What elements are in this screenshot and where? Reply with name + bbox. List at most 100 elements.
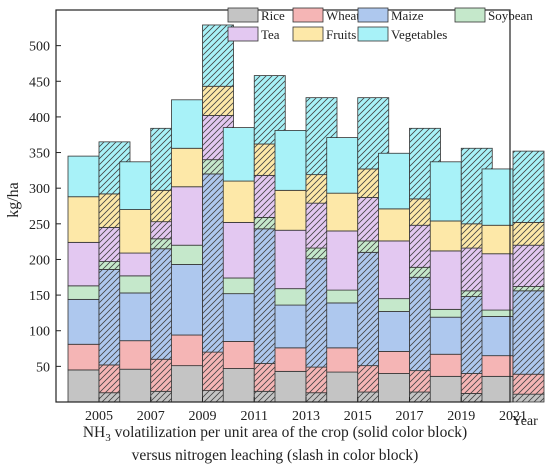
hatch-rice-2005 <box>99 392 130 402</box>
bar-volatilization-soybean-2011 <box>222 277 255 295</box>
bar-volatilization-rice-2017 <box>378 373 410 403</box>
bar-volatilization-tea-2015 <box>326 230 359 291</box>
hatch-soybean-2021 <box>513 286 544 291</box>
hatch-rice-2021 <box>513 394 544 402</box>
bar-volatilization-fruits-2021 <box>481 224 514 255</box>
caption-line-1: NH3 volatilization per unit area of the … <box>0 424 550 444</box>
bar-volatilization-rice-2011 <box>222 368 255 403</box>
bar-volatilization-maize-2011 <box>222 293 255 342</box>
bar-volatilization-wheat-2019 <box>429 353 462 377</box>
bar-volatilization-rice-2009 <box>171 365 203 403</box>
hatch-fruits-2009 <box>202 86 234 116</box>
bar-volatilization-maize-2005 <box>67 298 100 345</box>
hatch-tea-2021 <box>513 245 544 287</box>
bar-volatilization-vegetables-2007 <box>119 161 152 210</box>
caption-prefix: NH <box>82 424 106 441</box>
hatch-soybean-2019 <box>461 290 493 297</box>
x-tick-label-2007: 2007 <box>137 409 165 424</box>
legend-label-tea: Tea <box>261 27 280 42</box>
x-tick-label-2011: 2011 <box>241 409 268 424</box>
bar-volatilization-fruits-2011 <box>222 180 255 223</box>
bar-volatilization-vegetables-2005 <box>67 155 100 198</box>
y-tick-label-300: 300 <box>29 182 50 197</box>
bar-volatilization-vegetables-2021 <box>481 168 514 226</box>
hatch-soybean-2005 <box>99 261 130 270</box>
bar-volatilization-vegetables-2009 <box>171 99 203 149</box>
legend-swatch-maize <box>357 7 389 23</box>
x-tick-label-2021: 2021 <box>499 409 527 424</box>
bar-volatilization-tea-2007 <box>119 252 152 277</box>
bar-volatilization-maize-2019 <box>429 316 462 355</box>
legend-swatch-soybean <box>454 7 486 23</box>
legend-swatch-rice <box>227 7 259 23</box>
bar-volatilization-wheat-2011 <box>222 341 255 369</box>
legend-swatch-tea <box>227 26 259 42</box>
legend-swatch-fruits <box>292 26 324 42</box>
bar-volatilization-maize-2015 <box>326 302 359 349</box>
legend-swatch-vegetables <box>357 26 389 42</box>
hatch-soybean-2017 <box>409 267 441 278</box>
bar-volatilization-vegetables-2011 <box>222 127 255 182</box>
hatch-fruits-2021 <box>513 222 544 246</box>
bar-volatilization-maize-2013 <box>274 304 307 349</box>
hatch-vegetables-2021 <box>513 151 544 223</box>
legend-label-soybean: Soybean <box>488 8 533 23</box>
bar-volatilization-soybean-2005 <box>67 285 100 300</box>
hatch-soybean-2015 <box>357 240 389 253</box>
bar-volatilization-rice-2021 <box>481 375 514 403</box>
bar-volatilization-rice-2007 <box>119 368 152 403</box>
y-tick-label-50: 50 <box>36 360 50 375</box>
bar-volatilization-wheat-2017 <box>378 350 410 374</box>
bar-volatilization-soybean-2019 <box>429 308 462 318</box>
hatch-soybean-2007 <box>150 238 182 249</box>
bar-volatilization-maize-2007 <box>119 292 152 342</box>
bar-volatilization-tea-2009 <box>171 186 203 246</box>
bar-volatilization-fruits-2009 <box>171 147 203 188</box>
bar-volatilization-tea-2017 <box>378 240 410 300</box>
legend-label-maize: Maize <box>391 8 424 23</box>
bar-volatilization-soybean-2017 <box>378 298 410 312</box>
hatch-rice-2009 <box>202 390 234 402</box>
legend-label-fruits: Fruits <box>326 27 356 42</box>
legend-label-vegetables: Vegetables <box>391 27 447 42</box>
bar-volatilization-tea-2011 <box>222 221 255 279</box>
bar-volatilization-tea-2005 <box>67 241 100 287</box>
bar-volatilization-tea-2019 <box>429 250 462 310</box>
bar-volatilization-maize-2009 <box>171 264 203 336</box>
hatch-soybean-2011 <box>254 217 286 229</box>
caption-line-2: versus nitrogen leaching (slash in color… <box>131 447 419 464</box>
hatch-rice-2007 <box>150 391 182 402</box>
hatch-wheat-2021 <box>513 374 544 395</box>
bar-volatilization-rice-2013 <box>274 370 307 403</box>
bars-layer <box>67 24 545 403</box>
legend: Rice Wheat Maize Soybean Tea Fruits Vegetables <box>227 7 533 42</box>
bar-volatilization-maize-2017 <box>378 311 410 352</box>
bar-volatilization-wheat-2005 <box>67 343 100 371</box>
x-tick-label-2005: 2005 <box>85 409 113 424</box>
bar-volatilization-fruits-2019 <box>429 220 462 252</box>
legend-label-rice: Rice <box>261 8 285 23</box>
hatch-rice-2013 <box>306 392 337 402</box>
bar-volatilization-fruits-2013 <box>274 189 307 231</box>
axes-layer: 50 100 150 200 250 300 350 400 450 500 2005 2007 200… <box>29 9 527 424</box>
x-tick-label-2013: 2013 <box>292 409 320 424</box>
bar-volatilization-rice-2019 <box>429 375 462 403</box>
hatch-rice-2019 <box>461 393 493 402</box>
caption-subscript: 3 <box>105 432 111 445</box>
x-axis-label: Year <box>512 414 538 429</box>
bar-volatilization-fruits-2007 <box>119 209 152 254</box>
hatch-rice-2011 <box>254 391 286 402</box>
bar-volatilization-tea-2013 <box>274 229 307 290</box>
hatch-rice-2017 <box>409 392 441 402</box>
bar-volatilization-rice-2005 <box>67 369 100 403</box>
bar-volatilization-soybean-2015 <box>326 289 359 304</box>
x-tick-label-2015: 2015 <box>344 409 372 424</box>
hatch-maize-2021 <box>513 290 544 375</box>
bar-volatilization-wheat-2013 <box>274 347 307 372</box>
x-tick-label-2009: 2009 <box>189 409 217 424</box>
y-tick-label-350: 350 <box>29 147 50 162</box>
y-tick-label-200: 200 <box>29 253 50 268</box>
y-tick-label-250: 250 <box>29 218 50 233</box>
hatch-rice-2015 <box>357 392 389 402</box>
